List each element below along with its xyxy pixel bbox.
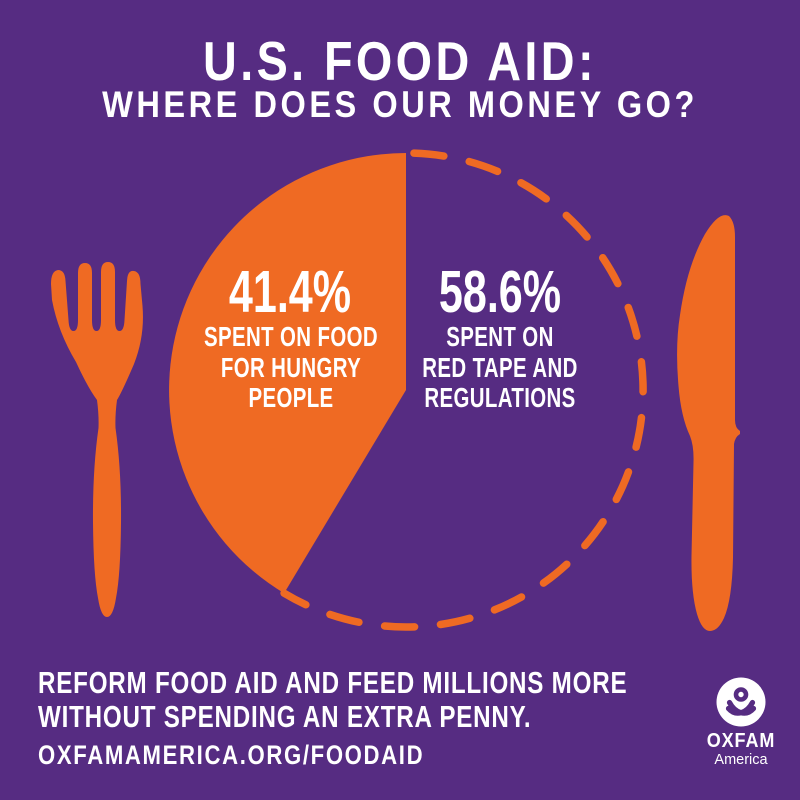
pct-redtape-label: 58.6% [438,259,562,325]
knife-icon [677,215,740,631]
logo-circle [716,677,766,727]
caption-redtape-label: SPENT ON RED TAPE AND REGULATIONS [422,321,578,413]
footer-message: REFORM FOOD AID AND FEED MILLIONS MORE W… [38,665,628,734]
oxfam-wordmark: OXFAM [706,730,776,752]
oxfam-logo-mark [716,677,766,727]
caption-food-label: SPENT ON FOOD FOR HUNGRY PEOPLE [204,321,378,413]
title-line-1: U.S. FOOD AID: [203,30,597,92]
pie-arc-redtape [280,149,647,631]
footer-url: OXFAMAMERICA.ORG/FOODAID [38,740,425,770]
logo-head [733,687,749,702]
logo-body-right-stroke [725,699,756,716]
fork-icon [51,262,143,617]
pct-food-label: 41.4% [228,259,352,325]
title-line-2: WHERE DOES OUR MONEY GO? [102,84,698,125]
oxfam-region-label: America [714,752,768,768]
pie-slice-food [169,153,406,594]
